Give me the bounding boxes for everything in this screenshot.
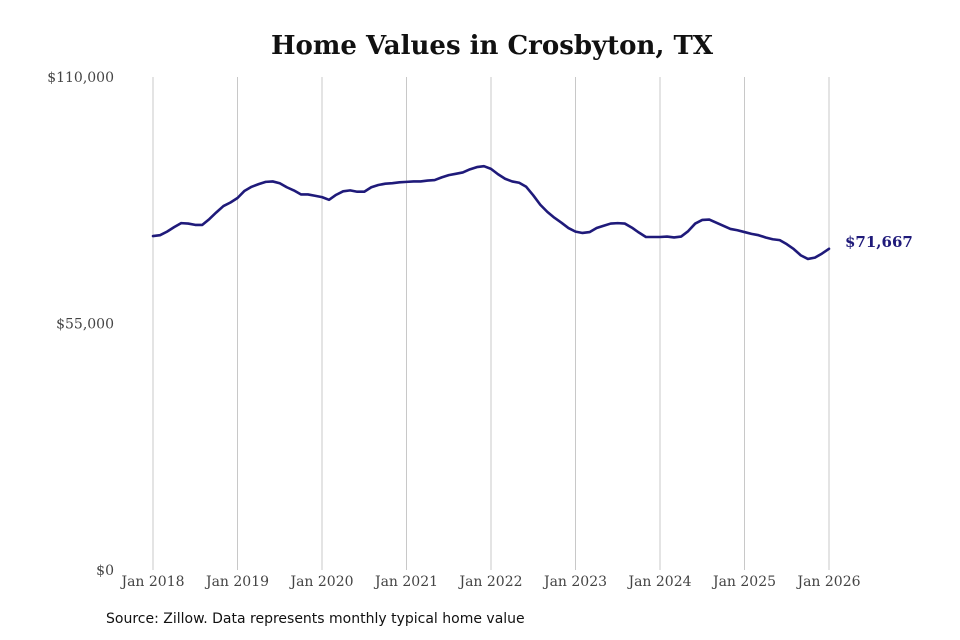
- chart-title: Home Values in Crosbyton, TX: [271, 31, 714, 61]
- x-tick-label: Jan 2020: [288, 574, 353, 590]
- x-tick-label: Jan 2025: [711, 574, 776, 590]
- series-line-home-value: [151, 164, 831, 261]
- x-tick-label: Jan 2026: [795, 574, 860, 590]
- x-tick-label: Jan 2024: [626, 574, 691, 590]
- y-tick-label: $55,000: [56, 317, 114, 333]
- x-tick-label: Jan 2023: [542, 574, 607, 590]
- x-tick-label: Jan 2021: [373, 574, 438, 590]
- x-tick-label: Jan 2022: [457, 574, 522, 590]
- end-value-label: $71,667: [845, 233, 913, 251]
- y-tick-label: $110,000: [47, 70, 114, 86]
- y-tick-label: $0: [96, 563, 114, 579]
- source-note: Source: Zillow. Data represents monthly …: [106, 611, 525, 627]
- y-axis-ticks: $0 $55,000 $110,000: [47, 70, 114, 579]
- vertical-gridlines: [152, 77, 830, 570]
- x-tick-label: Jan 2018: [119, 574, 184, 590]
- x-axis-ticks: Jan 2018 Jan 2019 Jan 2020 Jan 2021 Jan 2022…: [119, 574, 860, 590]
- x-tick-label: Jan 2019: [204, 574, 269, 590]
